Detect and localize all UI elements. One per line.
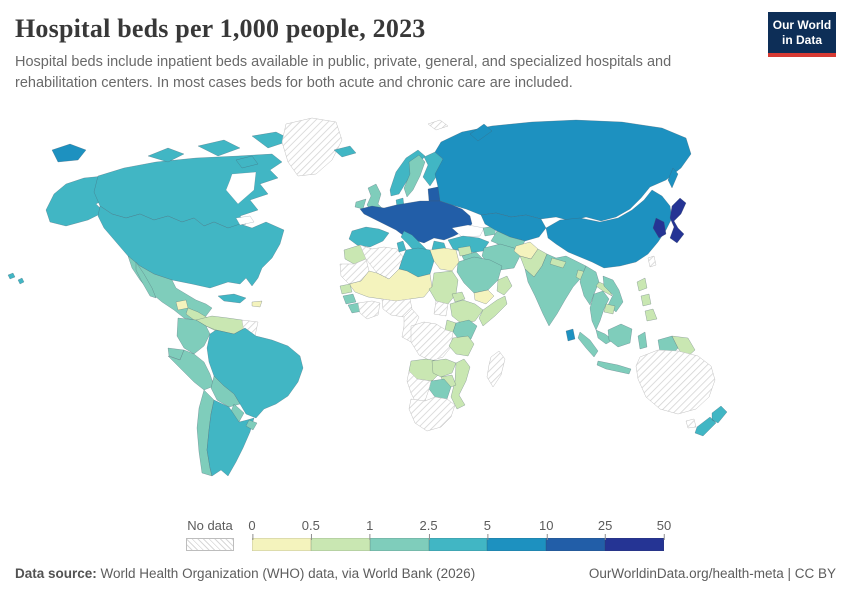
country-china[interactable] xyxy=(545,189,673,269)
no-data-swatch[interactable] xyxy=(186,538,234,551)
legend-scale: 0 0.5 1 2.5 5 10 25 50 xyxy=(248,518,671,551)
country-svalbard[interactable] xyxy=(427,119,449,131)
legend-tick-label: 10 xyxy=(539,518,554,540)
country-vietnam[interactable] xyxy=(602,275,624,313)
legend-tick-label: 5 xyxy=(484,518,491,540)
country-greenland[interactable] xyxy=(281,117,343,177)
country-argentina[interactable] xyxy=(206,399,255,477)
country-indonesia[interactable] xyxy=(577,323,648,375)
legend-nodata-label: No data xyxy=(187,518,233,533)
legend-tick-label: 2.5 xyxy=(420,518,438,540)
legend-bin[interactable] xyxy=(546,538,606,551)
legend-bin[interactable] xyxy=(252,538,311,551)
legend-tick-label: 1 xyxy=(366,518,373,540)
country-zambia[interactable] xyxy=(431,358,457,378)
country-japan[interactable] xyxy=(669,197,687,244)
country-hispaniola[interactable] xyxy=(251,300,263,308)
country-mozambique[interactable] xyxy=(450,358,471,410)
country-sweden[interactable] xyxy=(403,154,426,198)
country-usa-hawaii[interactable] xyxy=(7,272,25,285)
region-ivory-coast-ghana[interactable] xyxy=(357,300,381,320)
world-map xyxy=(0,110,850,510)
chart-footer: Data source: World Health Organization (… xyxy=(15,566,836,581)
data-source-text: World Health Organization (WHO) data, vi… xyxy=(96,566,476,581)
country-oman[interactable] xyxy=(496,275,513,296)
legend-bin[interactable] xyxy=(605,538,665,551)
legend-ticks: 0 0.5 1 2.5 5 10 25 50 xyxy=(248,518,671,540)
country-senegal[interactable] xyxy=(339,283,353,295)
data-source-label: Data source: xyxy=(15,566,97,581)
black-sea xyxy=(451,224,485,238)
country-nepal[interactable] xyxy=(549,257,567,269)
country-thailand[interactable] xyxy=(589,290,610,331)
legend-bin[interactable] xyxy=(369,538,429,551)
country-south-korea[interactable] xyxy=(652,217,667,239)
region-baltics[interactable] xyxy=(427,186,441,202)
country-ireland[interactable] xyxy=(354,198,367,210)
legend-tick-label: 0.5 xyxy=(302,518,320,540)
legend-nodata[interactable]: No data xyxy=(186,518,234,551)
country-south-sudan[interactable] xyxy=(433,300,449,317)
country-colombia[interactable] xyxy=(176,317,211,355)
owid-logo-line1: Our World xyxy=(772,18,832,32)
country-uruguay[interactable] xyxy=(245,419,258,431)
country-australia[interactable] xyxy=(635,349,716,415)
owid-logo[interactable]: Our World in Data xyxy=(768,12,836,57)
country-taiwan[interactable] xyxy=(647,255,657,268)
country-philippines[interactable] xyxy=(636,277,658,322)
country-russia-chukotka[interactable] xyxy=(51,143,87,163)
country-cambodia[interactable] xyxy=(603,303,616,315)
footer-link[interactable]: OurWorldinData.org/health-meta | CC BY xyxy=(588,566,836,581)
country-myanmar[interactable] xyxy=(579,265,600,306)
country-guatemala[interactable] xyxy=(175,299,189,311)
great-lakes xyxy=(235,215,255,226)
country-eritrea[interactable] xyxy=(451,291,466,303)
country-mexico-baja[interactable] xyxy=(135,261,157,299)
legend-bins xyxy=(252,538,665,551)
data-source: Data source: World Health Organization (… xyxy=(15,566,475,581)
country-kazakhstan[interactable] xyxy=(480,212,547,242)
country-ethiopia[interactable] xyxy=(449,299,484,325)
country-australia-tasmania[interactable] xyxy=(685,418,697,429)
country-cuba[interactable] xyxy=(217,293,247,304)
country-iceland[interactable] xyxy=(333,145,357,158)
country-sri-lanka[interactable] xyxy=(565,328,576,342)
legend-tick-label: 50 xyxy=(657,518,671,540)
page-title: Hospital beds per 1,000 people, 2023 xyxy=(15,14,426,43)
legend-tick-label: 0 xyxy=(248,518,256,540)
country-guinea[interactable] xyxy=(342,293,357,305)
legend-bin[interactable] xyxy=(487,538,547,551)
country-tanzania[interactable] xyxy=(448,335,475,357)
legend-tick-label: 25 xyxy=(598,518,612,540)
country-somalia[interactable] xyxy=(478,295,508,327)
country-peru[interactable] xyxy=(167,349,215,391)
hudson-bay xyxy=(225,171,257,205)
country-russia-sakhalin[interactable] xyxy=(667,167,679,189)
country-malaysia[interactable] xyxy=(595,329,614,345)
country-new-zealand[interactable] xyxy=(694,405,728,437)
map-legend: No data 0 0.5 1 2.5 5 10 25 50 xyxy=(186,518,671,551)
chart-subtitle: Hospital beds include inpatient beds ava… xyxy=(15,54,672,92)
country-madagascar[interactable] xyxy=(486,350,506,388)
legend-bin[interactable] xyxy=(310,538,370,551)
country-spain[interactable] xyxy=(348,226,390,248)
country-egypt[interactable] xyxy=(429,247,460,272)
country-russia-novaya-zemlya[interactable] xyxy=(469,123,493,142)
country-tunisia[interactable] xyxy=(396,240,407,253)
country-south-africa[interactable] xyxy=(408,396,456,432)
owid-logo-line2: in Data xyxy=(781,33,822,47)
country-canada-arctic-islands[interactable] xyxy=(147,131,293,169)
country-saudi-arabia[interactable] xyxy=(456,256,503,294)
legend-bin[interactable] xyxy=(428,538,488,551)
region-sahel[interactable] xyxy=(348,268,433,302)
country-yemen[interactable] xyxy=(473,289,495,305)
